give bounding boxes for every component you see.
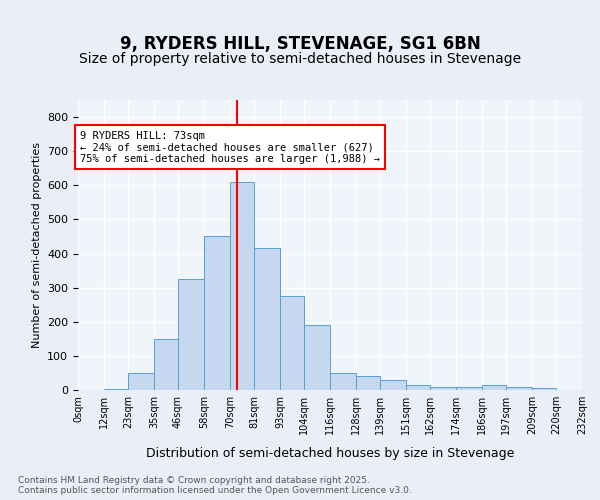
Bar: [330, 373, 356, 390]
Bar: [230, 182, 254, 390]
Bar: [254, 248, 280, 390]
Bar: [506, 386, 532, 390]
Bar: [532, 388, 556, 390]
Bar: [304, 325, 330, 390]
Bar: [456, 386, 482, 390]
Bar: [406, 385, 430, 390]
Bar: [380, 380, 406, 390]
Bar: [280, 296, 304, 390]
Bar: [178, 279, 204, 390]
Text: Size of property relative to semi-detached houses in Stevenage: Size of property relative to semi-detach…: [79, 52, 521, 66]
Y-axis label: Number of semi-detached properties: Number of semi-detached properties: [32, 142, 41, 348]
Text: 9 RYDERS HILL: 73sqm
← 24% of semi-detached houses are smaller (627)
75% of semi: 9 RYDERS HILL: 73sqm ← 24% of semi-detac…: [80, 130, 380, 164]
Bar: [128, 373, 154, 390]
Text: Contains HM Land Registry data © Crown copyright and database right 2025.
Contai: Contains HM Land Registry data © Crown c…: [18, 476, 412, 495]
Bar: [154, 339, 178, 390]
Bar: [204, 236, 230, 390]
Bar: [430, 386, 456, 390]
Text: Distribution of semi-detached houses by size in Stevenage: Distribution of semi-detached houses by …: [146, 448, 514, 460]
Text: 9, RYDERS HILL, STEVENAGE, SG1 6BN: 9, RYDERS HILL, STEVENAGE, SG1 6BN: [119, 35, 481, 53]
Bar: [482, 385, 506, 390]
Bar: [356, 376, 380, 390]
